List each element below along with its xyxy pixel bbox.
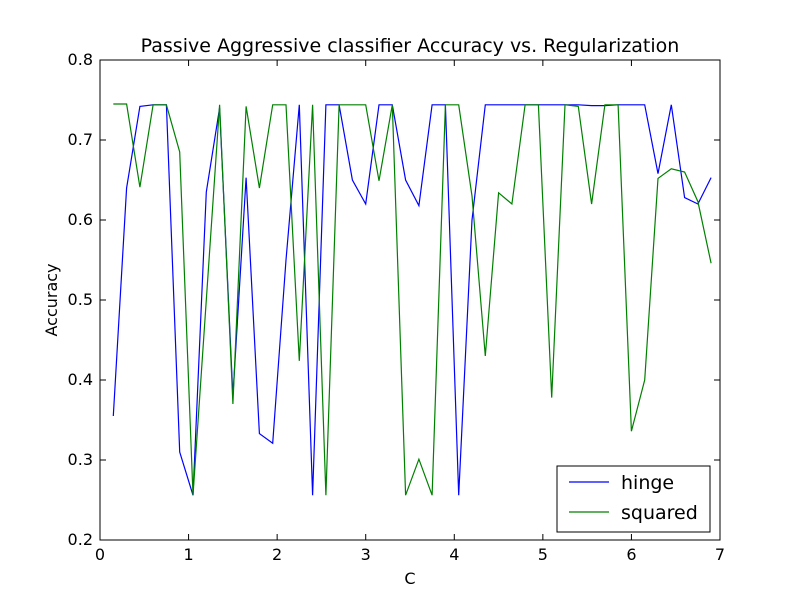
- y-tick-label: 0.8: [68, 50, 93, 69]
- legend-box: [556, 465, 711, 533]
- x-tick-label: 6: [626, 545, 636, 564]
- series-line-squared: [113, 103, 712, 496]
- x-tick-label: 0: [95, 545, 105, 564]
- y-tick-label: 0.3: [68, 450, 93, 469]
- x-tick-label: 4: [449, 545, 459, 564]
- y-tick-label: 0.5: [68, 290, 93, 309]
- legend-label-squared: squared: [621, 502, 698, 524]
- x-tick-label: 3: [361, 545, 371, 564]
- x-axis: 0 1 2 3 4 5 6 7: [95, 60, 725, 564]
- y-axis: 0.2 0.3 0.4 0.5 0.6 0.7 0.8: [68, 50, 720, 549]
- y-tick-label: 0.6: [68, 210, 93, 229]
- y-tick-label: 0.2: [68, 530, 93, 549]
- x-tick-label: 1: [183, 545, 193, 564]
- series-line-hinge: [112, 104, 712, 496]
- y-tick-label: 0.4: [68, 370, 93, 389]
- plot-lines: [112, 103, 712, 496]
- x-tick-label: 5: [538, 545, 548, 564]
- y-axis-title: Accuracy: [42, 263, 61, 336]
- x-tick-label: 7: [715, 545, 725, 564]
- x-axis-title: C: [404, 569, 415, 588]
- legend: hinge squared: [556, 465, 711, 533]
- chart-title: Passive Aggressive classifier Accuracy v…: [141, 35, 680, 57]
- x-tick-label: 2: [272, 545, 282, 564]
- y-tick-label: 0.7: [68, 130, 93, 149]
- legend-label-hinge: hinge: [621, 472, 674, 494]
